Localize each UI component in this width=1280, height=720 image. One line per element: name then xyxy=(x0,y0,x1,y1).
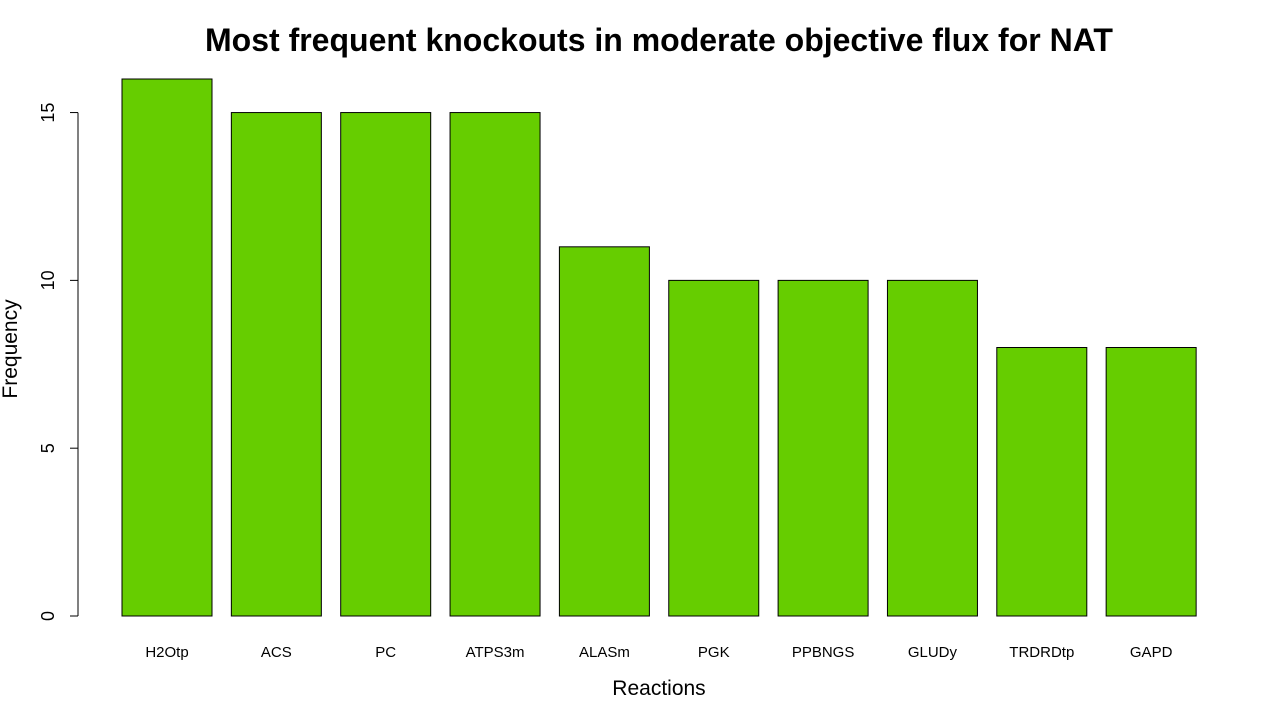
x-tick-label: TRDRDtp xyxy=(1009,644,1074,661)
y-tick-label: 10 xyxy=(38,270,58,290)
bars xyxy=(121,78,1197,617)
bar xyxy=(886,279,978,617)
bar xyxy=(668,279,760,617)
bar xyxy=(340,112,432,617)
y-tick-label: 0 xyxy=(38,611,58,621)
x-tick-label: ACS xyxy=(261,644,292,661)
x-axis-label: Reactions xyxy=(612,677,705,700)
bar xyxy=(449,112,541,617)
bar xyxy=(777,279,869,617)
chart-title: Most frequent knockouts in moderate obje… xyxy=(205,22,1113,58)
x-tick-label: PGK xyxy=(698,644,730,661)
x-tick-label: GLUDy xyxy=(908,644,958,661)
y-tick-label: 5 xyxy=(38,443,58,453)
x-tick-label: H2Otp xyxy=(145,644,188,661)
x-tick-label: GAPD xyxy=(1130,644,1173,661)
x-tick-label: PC xyxy=(375,644,396,661)
bar xyxy=(1105,347,1197,617)
bar xyxy=(996,347,1088,617)
bar xyxy=(558,246,650,617)
bar xyxy=(230,112,322,617)
bar xyxy=(121,78,213,617)
y-axis: 0 5 10 15 xyxy=(38,103,79,621)
x-tick-label: ATPS3m xyxy=(466,644,525,661)
x-tick-labels: H2Otp ACS PC ATPS3m ALASm PGK PPBNGS GLUDy TRDRD… xyxy=(145,644,1172,661)
y-axis-label: Frequency xyxy=(0,299,22,399)
x-tick-label: PPBNGS xyxy=(792,644,855,661)
y-tick-label: 15 xyxy=(38,103,58,123)
x-tick-label: ALASm xyxy=(579,644,630,661)
